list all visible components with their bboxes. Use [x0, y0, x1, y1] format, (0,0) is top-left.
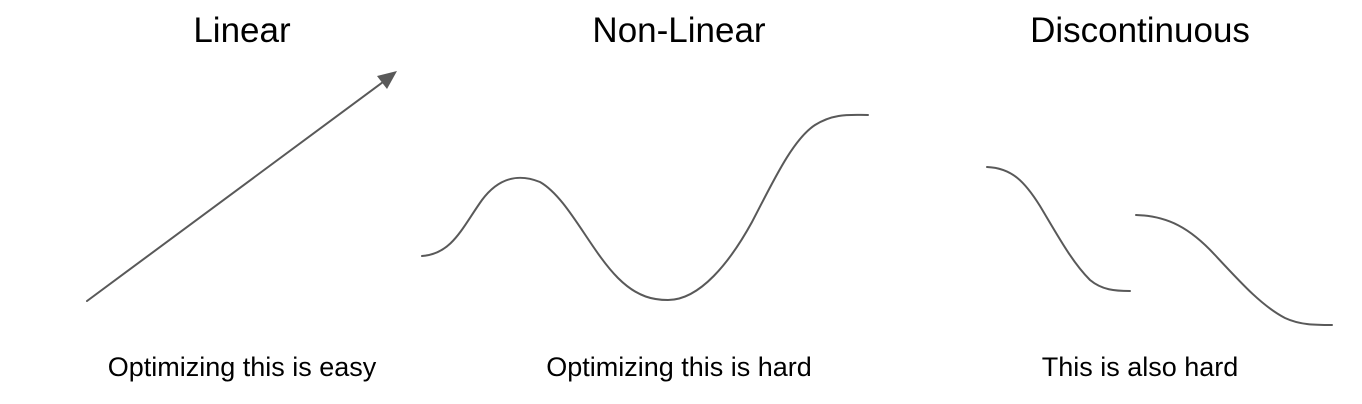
linear-caption: Optimizing this is easy [107, 352, 377, 382]
nonlinear-caption: Optimizing this is hard [546, 352, 812, 382]
linear-arrow-line [86, 81, 384, 302]
nonlinear-curve [421, 113, 869, 301]
nonlinear-title: Non-Linear [592, 11, 766, 50]
linear-title: Linear [193, 11, 291, 50]
discontinuous-segment-right [1135, 214, 1333, 326]
linear-arrowhead [377, 71, 397, 89]
discontinuous-caption: This is also hard [1041, 352, 1239, 382]
discontinuous-title: Discontinuous [1030, 11, 1250, 50]
discontinuous-segment-left [986, 166, 1131, 292]
